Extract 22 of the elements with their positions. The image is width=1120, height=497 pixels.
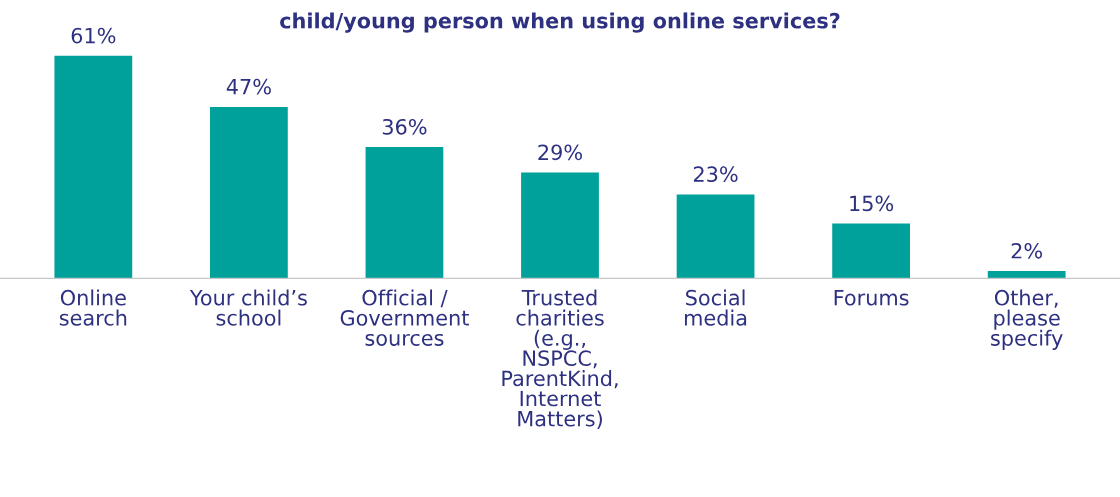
bar: [987, 271, 1066, 279]
data-label: 36%: [382, 118, 427, 135]
x-tick-label: Forums: [834, 290, 909, 306]
x-tick-label: Online search: [59, 289, 127, 326]
data-label: 2%: [1011, 242, 1043, 259]
bar: [676, 194, 755, 279]
bar: [521, 172, 599, 279]
chart-title: child/young person when using online services?: [280, 12, 840, 33]
data-label: 15%: [850, 195, 894, 212]
x-tick-label: Trusted charities (e.g., NSPCC, ParentKind, Internet Matters): [502, 289, 618, 429]
data-label: 47%: [226, 78, 271, 95]
data-label: 23%: [693, 166, 738, 183]
x-tick-label: Other, please specify: [991, 289, 1063, 350]
bar: [54, 55, 133, 279]
x-tick-label: Official / Government sources: [340, 289, 469, 346]
x-tick-label: Your child’s school: [189, 289, 307, 326]
data-label: 29%: [538, 144, 582, 161]
bar: [832, 223, 910, 279]
bar: [210, 106, 288, 279]
x-tick-label: Social media: [685, 289, 747, 326]
bar: [365, 147, 444, 279]
data-label: 61%: [71, 27, 116, 44]
